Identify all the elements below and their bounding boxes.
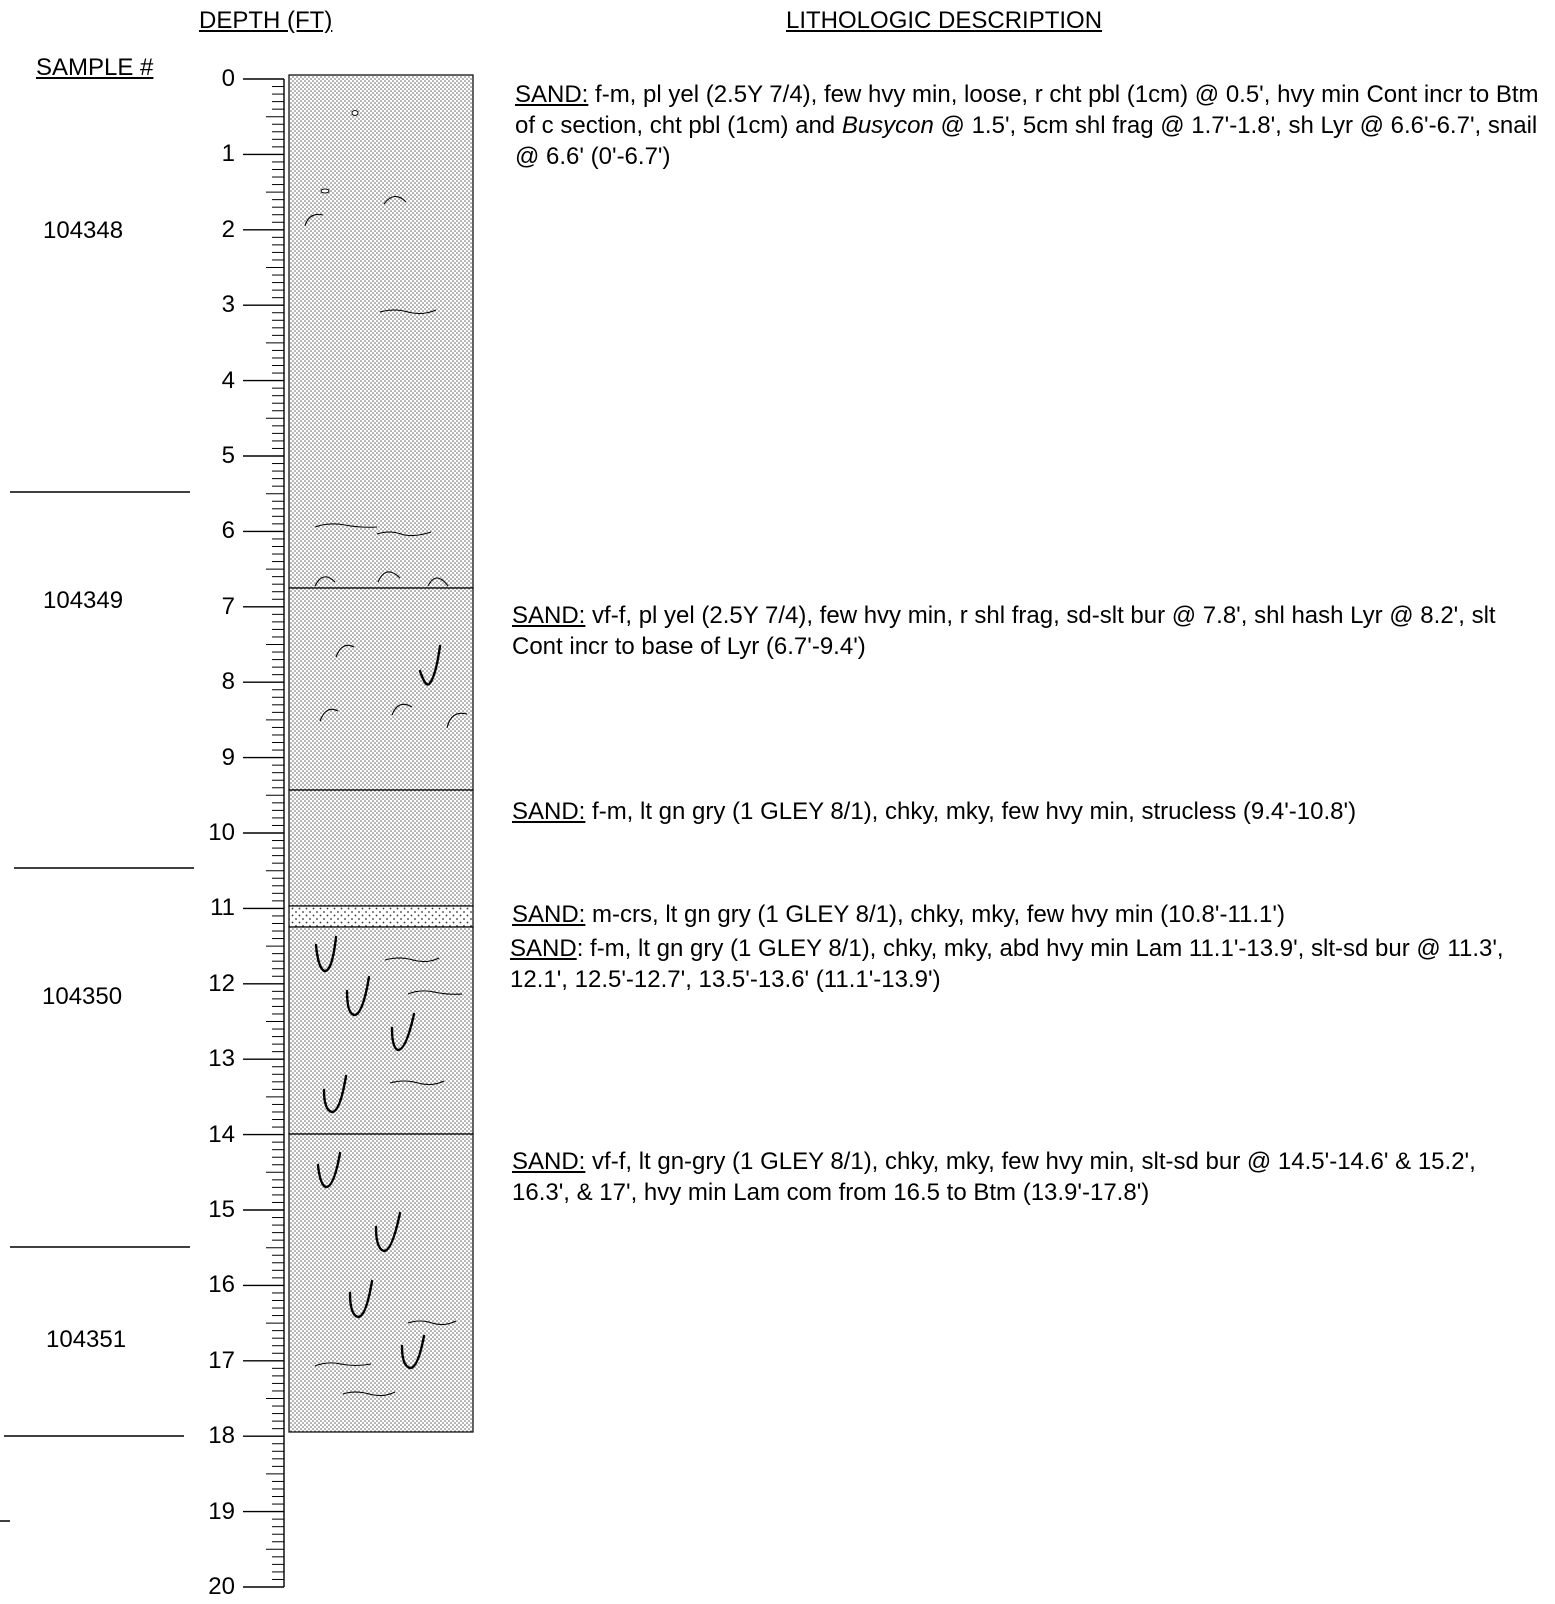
sample-number: 104351 [46, 1326, 127, 1353]
depth-label: 12 [208, 969, 235, 997]
unit-italic-text: Busycon [841, 112, 934, 139]
burrow-symbol [348, 1279, 374, 1319]
sample-number: 104350 [42, 983, 123, 1010]
depth-label: 11 [210, 894, 235, 922]
pebble-symbol [320, 188, 330, 194]
lamina-symbol [407, 1320, 457, 1326]
unit-sand-5 [288, 926, 474, 1135]
shell-symbol [391, 703, 413, 716]
unit-label: SAND [510, 935, 577, 962]
depth-label: 7 [221, 592, 235, 620]
depth-label: 4 [221, 366, 235, 394]
unit-text: m-crs, lt gn gry (1 GLEY 8/1), chky, mky… [585, 901, 1285, 928]
unit-description-1: SAND: f-m, pl yel (2.5Y 7/4), few hvy mi… [515, 79, 1545, 172]
depth-label: 15 [208, 1196, 235, 1223]
shell-symbol [446, 712, 468, 729]
shell-symbol [383, 195, 407, 205]
depth-label: 0 [221, 65, 235, 92]
unit-label: SAND: [512, 901, 586, 928]
depth-label: 9 [221, 743, 235, 771]
lamina-symbol [342, 1391, 396, 1397]
shell-symbol [377, 571, 401, 583]
burrow-symbol [316, 1151, 342, 1189]
pebble-symbol [351, 110, 359, 116]
lamina-symbol [407, 990, 463, 995]
sample-number: 104349 [43, 587, 124, 614]
unit-sand-2 [288, 587, 474, 791]
unit-description-5: SAND: f-m, lt gn gry (1 GLEY 8/1), chky,… [510, 933, 1520, 995]
depth-label: 20 [208, 1573, 235, 1600]
description-header: LITHOLOGIC DESCRIPTION [786, 7, 1103, 34]
depth-label: 1 [221, 140, 235, 168]
unit-text: f-m, pl yel (2.5Y 7/4), few hvy min, loo… [515, 81, 1539, 139]
shell-symbol [314, 576, 336, 587]
depth-label: 3 [221, 291, 235, 319]
unit-text: vf-f, pl yel (2.5Y 7/4), few hvy min, r … [512, 602, 1496, 660]
depth-label: 13 [208, 1045, 235, 1073]
lamina-symbol [314, 523, 378, 528]
depth-label: 8 [221, 668, 235, 696]
unit-text: @ 1.5', 5cm shl frag @ 1.7'-1.8', sh Lyr… [515, 112, 1538, 170]
lamina-symbol [379, 309, 437, 315]
lamina-symbol [384, 957, 440, 963]
sample-number: 104348 [43, 217, 124, 244]
depth-label: 2 [221, 215, 235, 243]
unit-text: vf-f, lt gn-gry (1 GLEY 8/1), chky, mky,… [512, 1148, 1476, 1206]
unit-label: SAND: [515, 81, 589, 108]
unit-label: SAND: [512, 1148, 586, 1175]
burrow-symbol [314, 935, 338, 973]
lamina-symbol [376, 531, 432, 537]
unit-sand-3 [288, 789, 474, 907]
unit-description-4: SAND: m-crs, lt gn gry (1 GLEY 8/1), chk… [512, 899, 1542, 930]
depth-label: 6 [221, 517, 235, 545]
unit-sand-1 [288, 74, 474, 589]
depth-label: 14 [208, 1120, 235, 1148]
unit-description-2: SAND: vf-f, pl yel (2.5Y 7/4), few hvy m… [512, 600, 1522, 662]
unit-text: f-m, lt gn gry (1 GLEY 8/1), chky, mky, … [585, 798, 1357, 825]
unit-sand-4 [288, 905, 474, 928]
lithologic-column [288, 74, 474, 1433]
unit-description-3: SAND: f-m, lt gn gry (1 GLEY 8/1), chky,… [512, 796, 1542, 827]
depth-label: 17 [208, 1346, 235, 1374]
lamina-symbol [314, 1362, 372, 1367]
depth-header: DEPTH (FT) [199, 7, 333, 34]
burrow-symbol [418, 644, 442, 686]
burrow-symbol [345, 975, 371, 1017]
unit-description-6: SAND: vf-f, lt gn-gry (1 GLEY 8/1), chky… [512, 1146, 1522, 1208]
burrow-symbol [390, 1012, 416, 1052]
burrow-symbol [374, 1211, 402, 1253]
burrow-symbol [400, 1334, 426, 1370]
lamina-symbol [389, 1080, 445, 1086]
burrow-symbol [322, 1074, 348, 1114]
shell-symbol [319, 708, 339, 722]
depth-scale [243, 78, 285, 1588]
shell-symbol [304, 213, 324, 227]
unit-text: : f-m, lt gn gry (1 GLEY 8/1), chky, mky… [510, 935, 1504, 993]
shell-symbol [335, 644, 355, 658]
depth-label: 10 [208, 819, 235, 846]
depth-label: 5 [221, 442, 235, 469]
depth-label: 18 [208, 1422, 235, 1450]
sample-header: SAMPLE # [36, 54, 154, 81]
unit-label: SAND: [512, 602, 586, 629]
unit-sand-6 [288, 1133, 474, 1433]
unit-label: SAND: [512, 798, 586, 825]
depth-label: 16 [208, 1271, 235, 1299]
shell-symbol [427, 577, 449, 587]
depth-label: 19 [208, 1497, 235, 1525]
